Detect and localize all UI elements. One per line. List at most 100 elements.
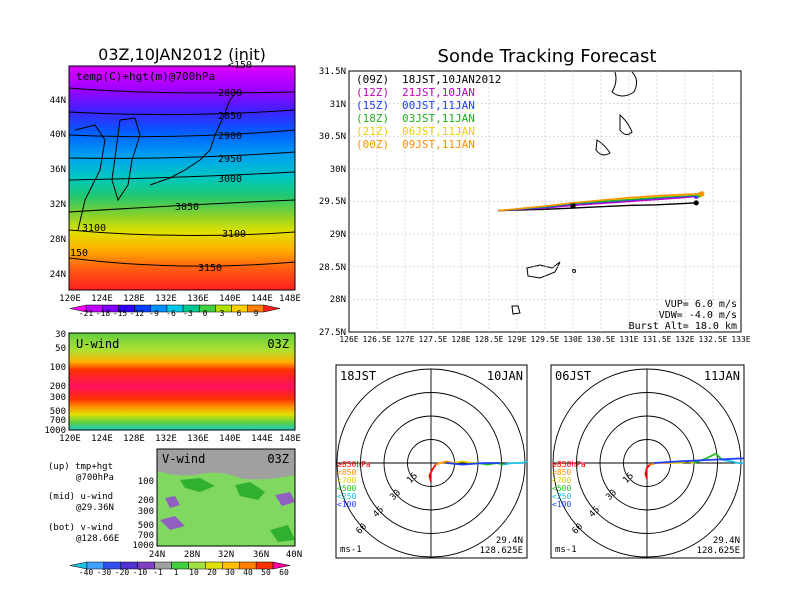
lon-tick: 120E bbox=[59, 434, 81, 444]
track-legend-code: (12Z) bbox=[356, 86, 389, 99]
lon-tick: 132E bbox=[155, 434, 177, 444]
vup-label: VUP= 6.0 m/s bbox=[665, 299, 737, 310]
contour-label: 3050 bbox=[175, 202, 199, 213]
contour-label: 150 bbox=[70, 248, 88, 259]
u-wind-time: 03Z bbox=[267, 337, 289, 351]
lon-tick: 124E bbox=[91, 294, 113, 304]
colorbar-label: -30 bbox=[97, 568, 112, 577]
lat-tick: 32N bbox=[50, 200, 66, 210]
v-wind-panel bbox=[156, 448, 296, 547]
p-tick: 1000 bbox=[132, 541, 154, 551]
lon-tick: 127.5E bbox=[419, 335, 448, 344]
burst-point bbox=[699, 191, 705, 197]
hodo-level: <700 bbox=[552, 476, 571, 485]
legend-mid-lat: @29.36N bbox=[76, 503, 114, 513]
track-legend-text: 06JST,11JAN bbox=[402, 125, 475, 138]
p-tick: 700 bbox=[138, 531, 154, 541]
lat-tick: 40N bbox=[286, 550, 302, 560]
lat-tick: 40N bbox=[50, 130, 66, 140]
lon-tick: 120E bbox=[59, 294, 81, 304]
track-line bbox=[497, 192, 702, 212]
contour-label: 3150 bbox=[198, 263, 222, 274]
lon-tick: 140E bbox=[219, 294, 241, 304]
lon-tick: 128E bbox=[123, 294, 145, 304]
track-legend-text: 18JST,10JAN2012 bbox=[402, 73, 501, 86]
hodo-trace bbox=[446, 462, 500, 466]
legend-mid: (mid) u-wind bbox=[48, 492, 113, 502]
contour-label: 2850 bbox=[218, 111, 242, 122]
lat-tick: 30N bbox=[330, 165, 346, 175]
track-legend-text: 09JST,11JAN bbox=[402, 138, 475, 151]
p-tick: 200 bbox=[138, 496, 154, 506]
hodo-trace bbox=[428, 464, 437, 483]
colorbar-label: -3 bbox=[183, 309, 193, 318]
track-legend-text: 03JST,11JAN bbox=[402, 112, 475, 125]
track-line bbox=[497, 202, 697, 212]
hodo-lat: 29.4N bbox=[496, 536, 523, 546]
lon-tick: 129.5E bbox=[531, 335, 560, 344]
colorbar-label: 20 bbox=[207, 568, 217, 577]
colorbar-label: -20 bbox=[115, 568, 130, 577]
colorbar-label: 60 bbox=[279, 568, 289, 577]
hodo-date: 11JAN bbox=[704, 369, 740, 383]
lon-tick: 144E bbox=[251, 434, 273, 444]
lon-tick: 130E bbox=[563, 335, 582, 344]
hodo-trace bbox=[722, 458, 745, 464]
u-wind-panel bbox=[68, 332, 296, 431]
colorbar-label: -15 bbox=[113, 309, 128, 318]
burst-label: Burst Alt= 18.0 km bbox=[629, 321, 737, 332]
hodo-level: <250 bbox=[337, 492, 356, 501]
hodo-level: ≥850hPa bbox=[552, 460, 586, 469]
colorbar-cell bbox=[263, 304, 281, 313]
lat-tick: 28N bbox=[330, 295, 346, 305]
colorbar-cell bbox=[272, 561, 291, 570]
hodo-trace bbox=[644, 463, 651, 479]
legend-up-level: @700hPa bbox=[76, 473, 114, 483]
track-legend-text: 21JST,10JAN bbox=[402, 86, 475, 99]
p-tick: 100 bbox=[50, 363, 66, 373]
p-tick: 200 bbox=[50, 382, 66, 392]
v-wind-label: V-wind bbox=[162, 452, 205, 466]
lat-tick: 31.5N bbox=[319, 67, 346, 77]
colorbar-label: 6 bbox=[237, 309, 242, 318]
colorbar-label: 1 bbox=[174, 568, 179, 577]
p-tick: 300 bbox=[138, 507, 154, 517]
p-tick: 30 bbox=[55, 330, 66, 340]
lat-tick: 28.5N bbox=[319, 263, 346, 273]
lat-tick: 24N bbox=[50, 270, 66, 280]
lat-tick: 30.5N bbox=[319, 132, 346, 142]
lon-tick: 128.5E bbox=[475, 335, 504, 344]
lon-tick: 128E bbox=[123, 434, 145, 444]
lon-tick: 136E bbox=[187, 434, 209, 444]
hodo-trace bbox=[668, 460, 695, 464]
colorbar-label: 10 bbox=[189, 568, 199, 577]
colorbar-label: -9 bbox=[149, 309, 159, 318]
contour-label: 3100 bbox=[82, 223, 106, 234]
vdw-label: VDW= -4.0 m/s bbox=[659, 310, 737, 321]
hodo-level: <100 bbox=[552, 500, 571, 509]
p-tick: 500 bbox=[138, 521, 154, 531]
lon-tick: 132.5E bbox=[699, 335, 728, 344]
p-tick: 700 bbox=[50, 416, 66, 426]
lon-tick: 132E bbox=[155, 294, 177, 304]
colorbar-label: -6 bbox=[166, 309, 176, 318]
colorbar-label: -18 bbox=[96, 309, 111, 318]
colorbar-label: -1 bbox=[153, 568, 163, 577]
legend-bot-lon: @128.66E bbox=[76, 534, 119, 544]
colorbar-label: -12 bbox=[130, 309, 145, 318]
track-legend-code: (18Z) bbox=[356, 112, 389, 125]
lat-tick: 36N bbox=[50, 165, 66, 175]
wind-colorbar bbox=[69, 561, 291, 570]
p-tick: 50 bbox=[55, 344, 66, 354]
lat-tick: 24N bbox=[149, 550, 165, 560]
hodo-level: <250 bbox=[552, 492, 571, 501]
lon-tick: 126.5E bbox=[363, 335, 392, 344]
p-tick: 500 bbox=[50, 407, 66, 417]
hodo-level: <500 bbox=[552, 484, 571, 493]
contour-label: <150 bbox=[228, 60, 252, 71]
lat-tick: 44N bbox=[50, 96, 66, 106]
hodo-level: <850 bbox=[337, 468, 356, 477]
colorbar-label: 0 bbox=[203, 309, 208, 318]
track-legend-code: (21Z) bbox=[356, 125, 389, 138]
